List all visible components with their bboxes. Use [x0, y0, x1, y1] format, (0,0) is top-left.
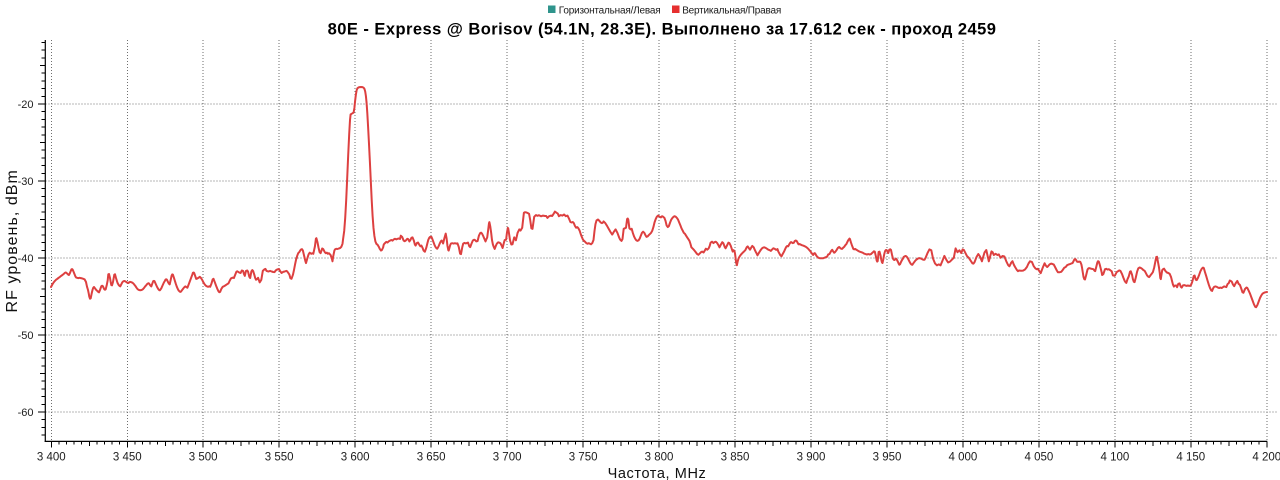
svg-text:-60: -60 [18, 407, 34, 419]
svg-text:3 900: 3 900 [797, 452, 826, 464]
svg-text:3 950: 3 950 [873, 452, 902, 464]
svg-text:3 500: 3 500 [189, 452, 218, 464]
svg-text:3 850: 3 850 [721, 452, 750, 464]
svg-text:Частота, MHz: Частота, MHz [608, 466, 707, 480]
svg-text:3 600: 3 600 [341, 452, 370, 464]
svg-text:3 550: 3 550 [265, 452, 294, 464]
svg-text:Горизонтальная/Левая: Горизонтальная/Левая [559, 5, 661, 16]
svg-text:3 650: 3 650 [417, 452, 446, 464]
svg-text:-30: -30 [18, 176, 34, 188]
svg-text:Вертикальная/Правая: Вертикальная/Правая [682, 5, 781, 16]
svg-text:4 100: 4 100 [1101, 452, 1130, 464]
svg-text:4 050: 4 050 [1025, 452, 1054, 464]
svg-text:4 000: 4 000 [949, 452, 978, 464]
svg-text:4 200: 4 200 [1252, 452, 1280, 464]
svg-text:4 150: 4 150 [1176, 452, 1205, 464]
svg-text:3 400: 3 400 [37, 452, 66, 464]
svg-text:3 700: 3 700 [493, 452, 522, 464]
svg-text:3 750: 3 750 [569, 452, 598, 464]
svg-text:3 450: 3 450 [113, 452, 142, 464]
svg-text:-50: -50 [18, 330, 34, 342]
svg-text:RF уровень, dBm: RF уровень, dBm [4, 169, 21, 312]
svg-text:-40: -40 [18, 253, 34, 265]
svg-text:80E - Express @ Borisov (54.1N: 80E - Express @ Borisov (54.1N, 28.3E). … [328, 21, 997, 39]
svg-text:3 800: 3 800 [645, 452, 674, 464]
svg-text:-20: -20 [18, 99, 34, 111]
